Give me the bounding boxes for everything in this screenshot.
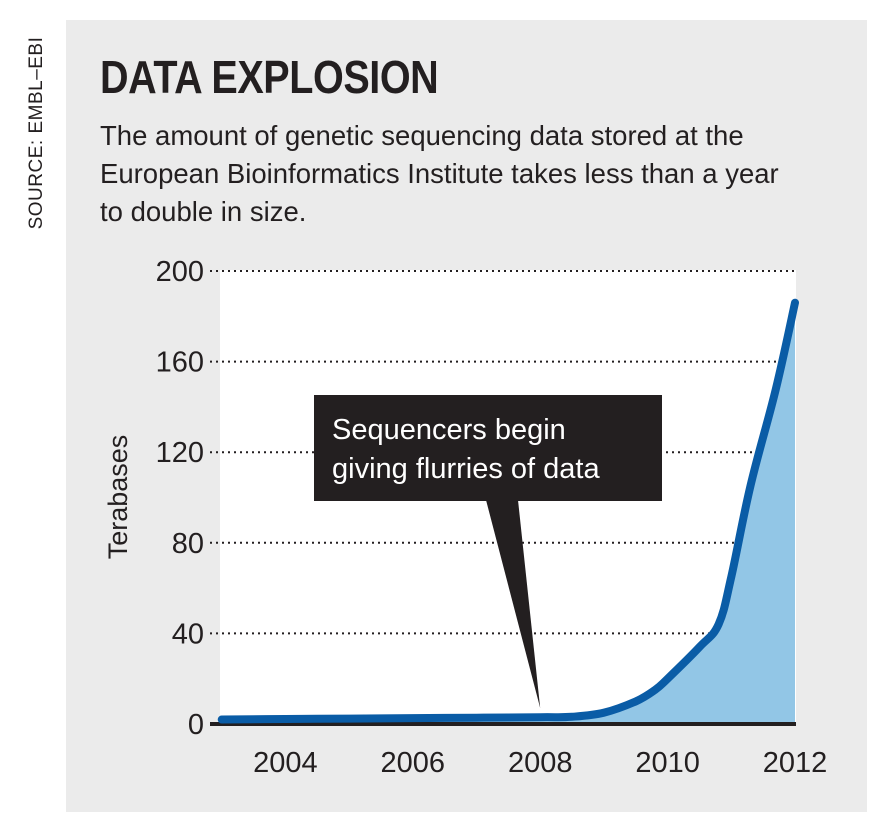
x-tick-label-2012: 2012 [763,747,828,779]
y-tick-label-0: 0 [188,709,204,741]
x-tick-labels: 2004 2006 2008 2010 2012 [253,747,827,779]
x-tick-label-2004: 2004 [253,747,318,779]
callout-text-line-1: Sequencers begin [332,414,566,446]
x-tick-label-2010: 2010 [635,747,700,779]
y-tick-label-120: 120 [156,437,204,469]
y-tick-label-160: 160 [156,347,204,379]
chart-title: DATA EXPLOSION [100,51,439,103]
gridlines [210,270,796,635]
series-line [217,298,799,724]
x-tick-label-2006: 2006 [381,747,446,779]
callout-box [314,395,662,501]
callout-pointer [486,500,541,709]
annotation-callout: Sequencers begin giving flurries of data [314,395,662,709]
y-axis-label: Terabases [103,435,133,560]
y-tick-label-200: 200 [156,256,204,288]
y-tick-labels: 0 40 80 120 160 200 [156,256,204,741]
y-tick-label-40: 40 [172,618,204,650]
area-fill [221,302,795,724]
x-tick-label-2008: 2008 [508,747,573,779]
y-tick-label-80: 80 [172,528,204,560]
callout-text-line-2: giving flurries of data [332,453,600,485]
chart-subtitle: The amount of genetic sequencing data st… [100,120,779,227]
